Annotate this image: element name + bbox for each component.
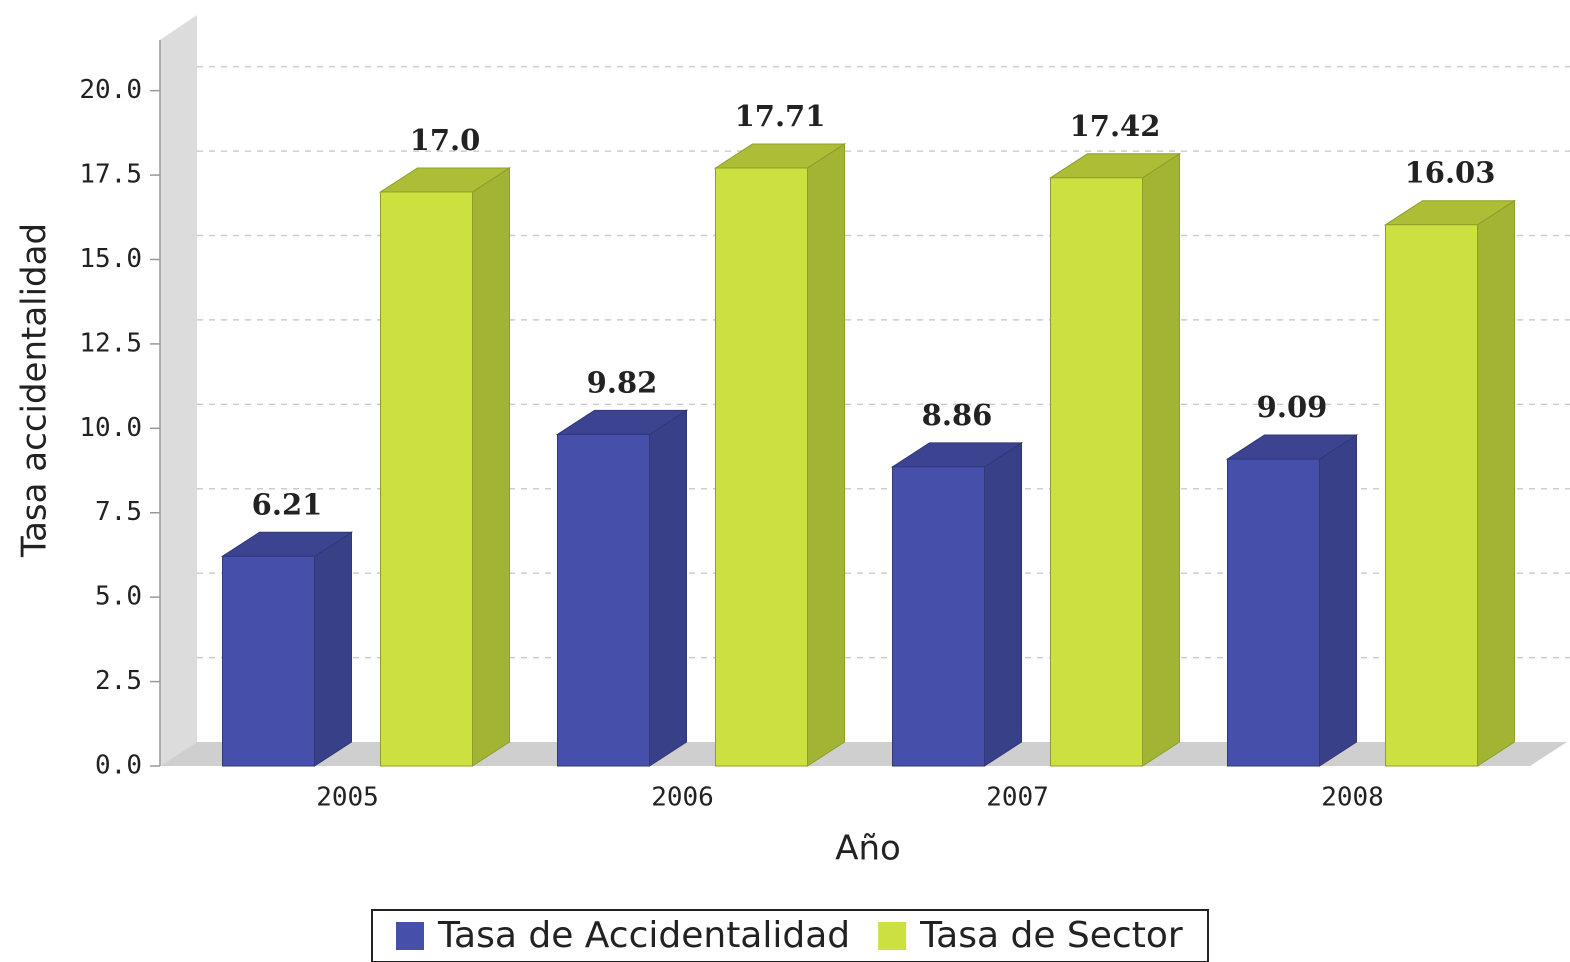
bar-front [1385, 224, 1478, 767]
bar-side [649, 409, 687, 767]
bar-side [1477, 199, 1515, 767]
side-wall [160, 15, 197, 766]
bar-side [807, 143, 845, 767]
bar-side [1142, 152, 1180, 767]
legend-swatch [396, 922, 424, 950]
bar-side [984, 441, 1022, 767]
bar-front [715, 167, 808, 767]
y-tick-label: 2.5 [95, 666, 142, 696]
bar [220, 531, 354, 767]
y-tick-label: 12.5 [79, 328, 142, 358]
y-axis-label: Tasa accidentalidad [15, 223, 55, 558]
value-label: 17.71 [735, 99, 826, 133]
value-label: 9.82 [587, 365, 658, 399]
bar [1048, 152, 1182, 767]
legend-swatch [878, 922, 907, 950]
bar-front [222, 555, 315, 767]
bar-side [472, 167, 510, 767]
legend-label: Tasa de Sector [919, 915, 1183, 956]
bar-front [557, 433, 650, 767]
bar-front [892, 466, 985, 767]
x-tick-label: 2005 [316, 783, 379, 813]
bar [890, 441, 1024, 767]
y-tick-label: 20.0 [79, 75, 142, 105]
bar-front [1227, 458, 1320, 767]
y-tick-label: 10.0 [79, 413, 142, 443]
value-label: 16.03 [1405, 156, 1496, 190]
y-tick-label: 7.5 [95, 497, 142, 527]
legend-label: Tasa de Accidentalidad [437, 915, 850, 956]
floor [160, 742, 1567, 766]
value-label: 17.0 [410, 123, 481, 157]
y-tick-label: 0.0 [95, 751, 142, 781]
bar-side [314, 531, 352, 767]
x-tick-label: 2007 [986, 783, 1049, 813]
y-tick-label: 15.0 [79, 244, 142, 274]
legend-box [371, 909, 1209, 962]
y-tick-label: 5.0 [95, 582, 142, 612]
bar [555, 409, 689, 767]
value-label: 17.42 [1070, 109, 1161, 143]
value-label: 9.09 [1257, 390, 1328, 424]
value-label: 8.86 [922, 398, 993, 432]
bar [1225, 434, 1359, 767]
bar [378, 167, 512, 767]
x-tick-label: 2008 [1321, 783, 1384, 813]
value-label: 6.21 [252, 487, 323, 521]
bar [1383, 199, 1517, 767]
y-tick-label: 17.5 [79, 160, 142, 190]
bar-front [380, 191, 473, 767]
bar-side [1319, 434, 1357, 767]
x-axis-label: Año [835, 829, 901, 869]
bar [713, 143, 847, 767]
x-tick-label: 2006 [651, 783, 714, 813]
bar-front [1050, 177, 1143, 767]
